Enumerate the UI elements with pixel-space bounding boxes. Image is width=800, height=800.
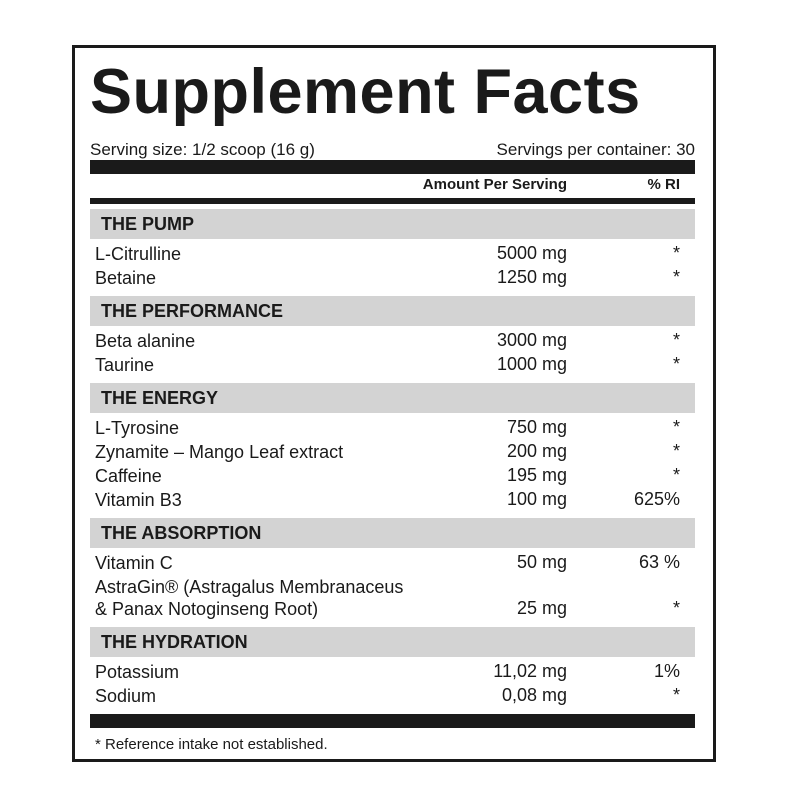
ingredient-row: Betaine 1250 mg * — [90, 265, 695, 289]
amount-header: Amount Per Serving — [422, 176, 567, 193]
ingredient-name: Taurine — [95, 355, 155, 375]
amount: 11,02 mg — [493, 661, 567, 681]
thick-rule — [90, 160, 695, 174]
section-rows: Beta alanine 3000 mg * Taurine 1000 mg * — [90, 326, 695, 383]
ingredient-name-line: AstraGin® (Astragalus Membranaceus — [95, 577, 404, 597]
ingredient-name: Sodium — [95, 686, 157, 706]
ingredient-name: Caffeine — [95, 466, 162, 486]
ingredient-name: Potassium — [95, 662, 180, 682]
ri-value: * — [672, 243, 680, 263]
ingredient-row: Caffeine 195 mg * — [90, 463, 695, 487]
ri-value: * — [672, 598, 680, 618]
ingredient-name: Betaine — [95, 268, 157, 288]
ri-value: * — [672, 417, 680, 437]
ingredient-name: Beta alanine — [95, 331, 196, 351]
ingredient-name: Zynamite – Mango Leaf extract — [95, 442, 344, 462]
column-header: Amount Per Serving % RI — [90, 174, 695, 198]
amount: 0,08 mg — [501, 685, 567, 705]
section-title: THE PERFORMANCE — [90, 296, 695, 326]
ri-value: 1% — [653, 661, 680, 681]
section-rows: Potassium 11,02 mg 1% Sodium 0,08 mg * — [90, 657, 695, 714]
ri-value: 63 % — [638, 552, 680, 572]
amount: 195 mg — [506, 465, 567, 485]
ri-value: * — [672, 465, 680, 485]
ingredient-row: Taurine 1000 mg * — [90, 352, 695, 376]
section-title: THE ABSORPTION — [90, 518, 695, 548]
amount: 1000 mg — [496, 354, 567, 374]
ingredient-row: AstraGin® (Astragalus Membranaceus & Pana… — [90, 574, 695, 620]
section-rows: L-Citrulline 5000 mg * Betaine 1250 mg * — [90, 239, 695, 296]
ri-value: * — [672, 685, 680, 705]
section-rows: L-Tyrosine 750 mg * Zynamite – Mango Leaf e… — [90, 413, 695, 518]
footnote: * Reference intake not established. — [95, 736, 328, 753]
ingredient-row: Potassium 11,02 mg 1% — [90, 659, 695, 683]
amount: 750 mg — [506, 417, 567, 437]
ingredient-name-line: & Panax Notoginseng Root) — [95, 599, 319, 619]
ingredient-row: L-Citrulline 5000 mg * — [90, 241, 695, 265]
ri-value: * — [672, 354, 680, 374]
ri-value: 625% — [633, 489, 680, 509]
amount: 200 mg — [506, 441, 567, 461]
ingredient-row: Vitamin C 50 mg 63 % — [90, 550, 695, 574]
thin-rule — [90, 198, 695, 204]
title: Supplement Facts — [90, 57, 641, 127]
amount: 5000 mg — [496, 243, 567, 263]
ri-value: * — [672, 330, 680, 350]
section-title: THE PUMP — [90, 209, 695, 239]
serving-size: Serving size: 1/2 scoop (16 g) — [90, 140, 315, 159]
facts-inner: Supplement Facts Serving size: 1/2 scoop … — [90, 48, 695, 753]
ingredient-name: AstraGin® (Astragalus Membranaceus & Pana… — [95, 576, 403, 620]
ingredient-row: Zynamite – Mango Leaf extract 200 mg * — [90, 439, 695, 463]
ingredient-name: Vitamin B3 — [95, 490, 182, 510]
section-rows: Vitamin C 50 mg 63 % AstraGin® (Astragalus … — [90, 548, 695, 627]
ri-value: * — [672, 441, 680, 461]
serving-info: Serving size: 1/2 scoop (16 g) Servings p… — [90, 140, 695, 160]
section-title: THE HYDRATION — [90, 627, 695, 657]
ingredient-name: L-Tyrosine — [95, 418, 180, 438]
amount: 3000 mg — [496, 330, 567, 350]
amount: 25 mg — [516, 598, 567, 618]
amount: 100 mg — [506, 489, 567, 509]
ingredient-row: Sodium 0,08 mg * — [90, 683, 695, 707]
ingredient-name: Vitamin C — [95, 553, 173, 573]
amount: 50 mg — [516, 552, 567, 572]
ri-value: * — [672, 267, 680, 287]
section-title: THE ENERGY — [90, 383, 695, 413]
ingredient-name: L-Citrulline — [95, 244, 182, 264]
ri-header: % RI — [647, 176, 680, 193]
facts-panel: Supplement Facts Serving size: 1/2 scoop … — [72, 45, 716, 762]
thick-rule — [90, 714, 695, 728]
ingredient-row: L-Tyrosine 750 mg * — [90, 415, 695, 439]
ingredient-row: Beta alanine 3000 mg * — [90, 328, 695, 352]
servings-per-container: Servings per container: 30 — [496, 140, 695, 159]
amount: 1250 mg — [496, 267, 567, 287]
ingredient-row: Vitamin B3 100 mg 625% — [90, 487, 695, 511]
